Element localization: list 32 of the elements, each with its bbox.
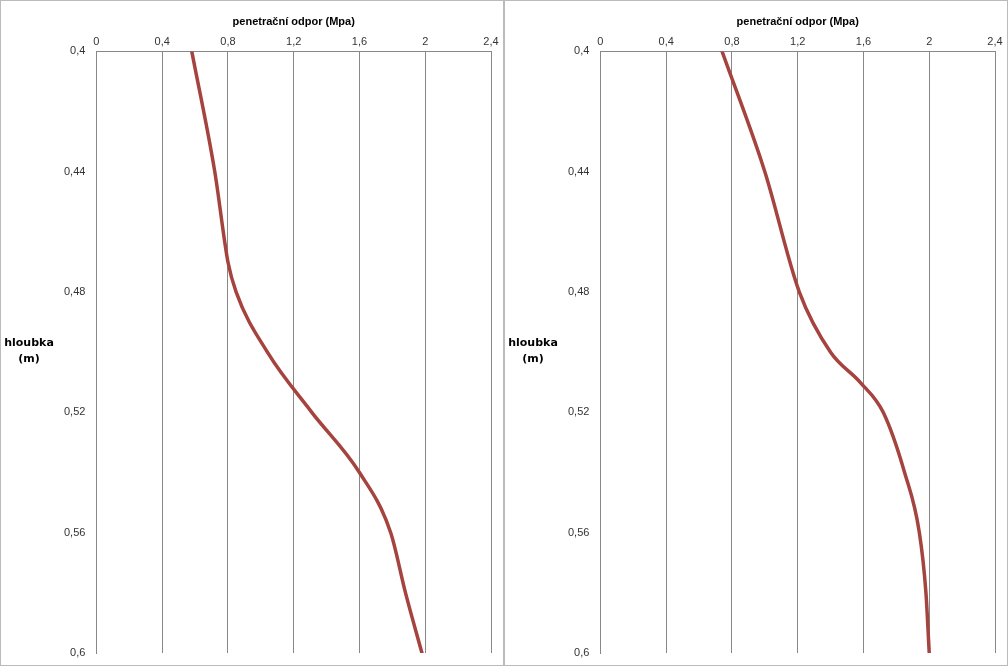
y-tick-label: 0,6 [70,646,86,659]
x-tick-label: 2,4 [987,34,1003,47]
y-tick-label: 0,52 [567,405,590,418]
y-tick-label: 0,6 [574,646,590,659]
x-tick-label: 1,6 [351,34,368,47]
x-tick-label: 0,4 [154,34,170,47]
y-tick-label: 0,48 [567,285,590,298]
line-series [720,51,931,653]
x-axis-title: penetrační odpor (Mpa) [232,14,356,27]
y-tick-label: 0,4 [70,44,86,57]
y-tick-label: 0,48 [63,285,86,298]
x-tick-label: 1,6 [855,34,872,47]
y-tick-label: 0,44 [63,164,86,177]
y-tick-label: 0,56 [63,525,86,538]
y-axis-title: hloubka (m) [508,336,558,366]
y-tick-label: 0,56 [567,525,590,538]
x-tick-label: 0,4 [658,34,674,47]
line-series [190,51,424,653]
x-tick-label: 0 [597,34,604,47]
x-tick-label: 0,8 [724,34,740,47]
x-tick-label: 1,2 [790,34,806,47]
x-tick-label: 0,8 [220,34,236,47]
x-tick-label: 2,4 [483,34,499,47]
y-axis-title: hloubka (m) [4,336,54,366]
x-tick-label: 2 [926,34,933,47]
x-tick-label: 1,2 [286,34,302,47]
y-tick-label: 0,52 [63,405,86,418]
x-tick-label: 0 [93,34,100,47]
y-tick-label: 0,4 [574,44,590,57]
y-tick-label: 0,44 [567,164,590,177]
x-tick-label: 2 [422,34,429,47]
x-axis-title: penetrační odpor (Mpa) [736,14,860,27]
